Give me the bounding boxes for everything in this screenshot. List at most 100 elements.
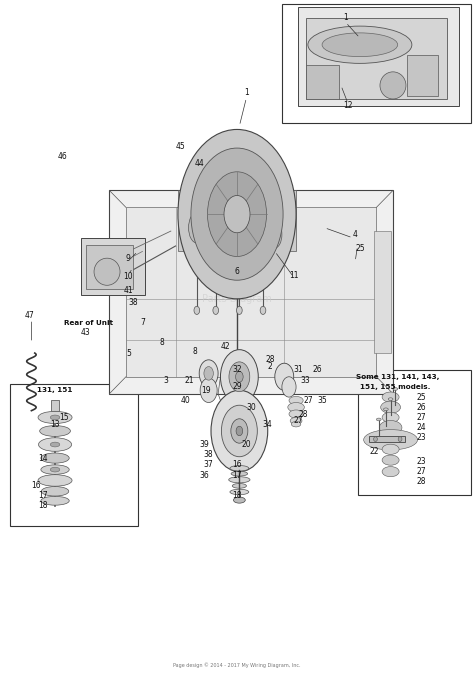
Circle shape: [237, 306, 242, 314]
Ellipse shape: [382, 412, 399, 422]
Text: Page design © 2014 - 2017 My Wiring Diagram, Inc.: Page design © 2014 - 2017 My Wiring Diag…: [173, 663, 301, 668]
Text: 22: 22: [369, 447, 379, 456]
Text: 28: 28: [417, 477, 426, 486]
Ellipse shape: [41, 453, 69, 463]
Ellipse shape: [379, 420, 402, 435]
Circle shape: [282, 377, 296, 397]
Text: 36: 36: [199, 471, 209, 479]
Circle shape: [236, 426, 243, 436]
Bar: [109, 190, 393, 394]
Text: 40: 40: [180, 396, 190, 405]
Ellipse shape: [289, 397, 303, 405]
Text: 1: 1: [244, 88, 249, 96]
Ellipse shape: [308, 26, 412, 63]
Bar: [178, 190, 296, 251]
Ellipse shape: [288, 403, 304, 412]
Text: 42: 42: [220, 342, 230, 351]
Text: 8: 8: [159, 338, 164, 348]
Bar: [374, 231, 391, 353]
Text: 3: 3: [164, 375, 169, 385]
Circle shape: [204, 367, 213, 380]
Ellipse shape: [229, 477, 250, 483]
Text: 18: 18: [232, 491, 242, 500]
Text: 32: 32: [232, 365, 242, 375]
Text: 34: 34: [263, 420, 273, 428]
Text: Some 131, 141, 143,: Some 131, 141, 143,: [356, 373, 439, 380]
Text: 27: 27: [417, 467, 426, 476]
Ellipse shape: [398, 437, 402, 441]
Ellipse shape: [50, 415, 60, 420]
Text: 29: 29: [232, 382, 242, 391]
Text: 45: 45: [175, 142, 185, 151]
Text: 46: 46: [57, 152, 67, 161]
Circle shape: [178, 130, 296, 299]
Text: 26: 26: [417, 403, 426, 411]
Circle shape: [221, 405, 257, 457]
Ellipse shape: [388, 398, 393, 401]
Text: 38: 38: [204, 450, 213, 459]
Text: 26: 26: [312, 365, 322, 375]
Text: 31: 31: [293, 365, 303, 375]
Ellipse shape: [50, 442, 60, 447]
Bar: [86, 244, 133, 289]
Circle shape: [231, 419, 248, 443]
Ellipse shape: [94, 258, 120, 285]
Ellipse shape: [38, 475, 72, 486]
Circle shape: [191, 148, 283, 280]
Ellipse shape: [41, 465, 69, 475]
Bar: [369, 436, 405, 443]
Text: 25: 25: [417, 392, 426, 401]
Text: 7: 7: [140, 318, 145, 327]
Ellipse shape: [380, 72, 406, 99]
Text: 33: 33: [301, 375, 310, 385]
Text: 41: 41: [124, 287, 133, 295]
Circle shape: [211, 390, 268, 472]
Text: 151, 155 models.: 151, 155 models.: [360, 384, 430, 390]
Ellipse shape: [41, 487, 69, 496]
Ellipse shape: [364, 430, 418, 450]
Text: 16: 16: [31, 481, 41, 490]
Circle shape: [236, 371, 243, 382]
Ellipse shape: [234, 497, 245, 503]
Text: 12: 12: [343, 101, 353, 110]
Text: 23: 23: [417, 457, 426, 466]
Text: 47: 47: [24, 311, 34, 320]
Ellipse shape: [382, 455, 399, 465]
Ellipse shape: [382, 392, 399, 402]
Text: 1: 1: [343, 13, 348, 22]
Ellipse shape: [374, 437, 377, 441]
Text: 39: 39: [199, 440, 209, 449]
Bar: [357, 370, 471, 496]
Text: 43: 43: [81, 328, 91, 337]
Ellipse shape: [290, 418, 302, 424]
Text: 44: 44: [194, 159, 204, 168]
Text: 28: 28: [299, 409, 308, 418]
Ellipse shape: [268, 221, 282, 248]
Text: 35: 35: [317, 396, 327, 405]
Text: 25: 25: [355, 244, 365, 253]
Text: 2: 2: [268, 362, 273, 371]
Bar: [299, 7, 459, 106]
Text: 20: 20: [242, 440, 251, 449]
Circle shape: [224, 196, 250, 233]
Bar: [126, 207, 376, 377]
Text: 4: 4: [353, 230, 357, 239]
Circle shape: [208, 172, 266, 257]
Ellipse shape: [38, 438, 72, 452]
Ellipse shape: [41, 496, 69, 505]
Text: 8: 8: [192, 346, 197, 356]
Circle shape: [194, 306, 200, 314]
Bar: [51, 401, 59, 411]
Text: 27: 27: [303, 396, 313, 405]
Text: 30: 30: [246, 403, 256, 411]
Ellipse shape: [230, 490, 249, 495]
Ellipse shape: [230, 466, 249, 471]
Bar: [306, 65, 338, 99]
Text: 6: 6: [235, 268, 239, 276]
Text: Rear of Unit: Rear of Unit: [64, 320, 113, 325]
Ellipse shape: [381, 401, 401, 414]
Ellipse shape: [231, 471, 247, 476]
Text: 18: 18: [38, 501, 48, 510]
Ellipse shape: [382, 466, 399, 477]
Text: 5: 5: [126, 348, 131, 358]
